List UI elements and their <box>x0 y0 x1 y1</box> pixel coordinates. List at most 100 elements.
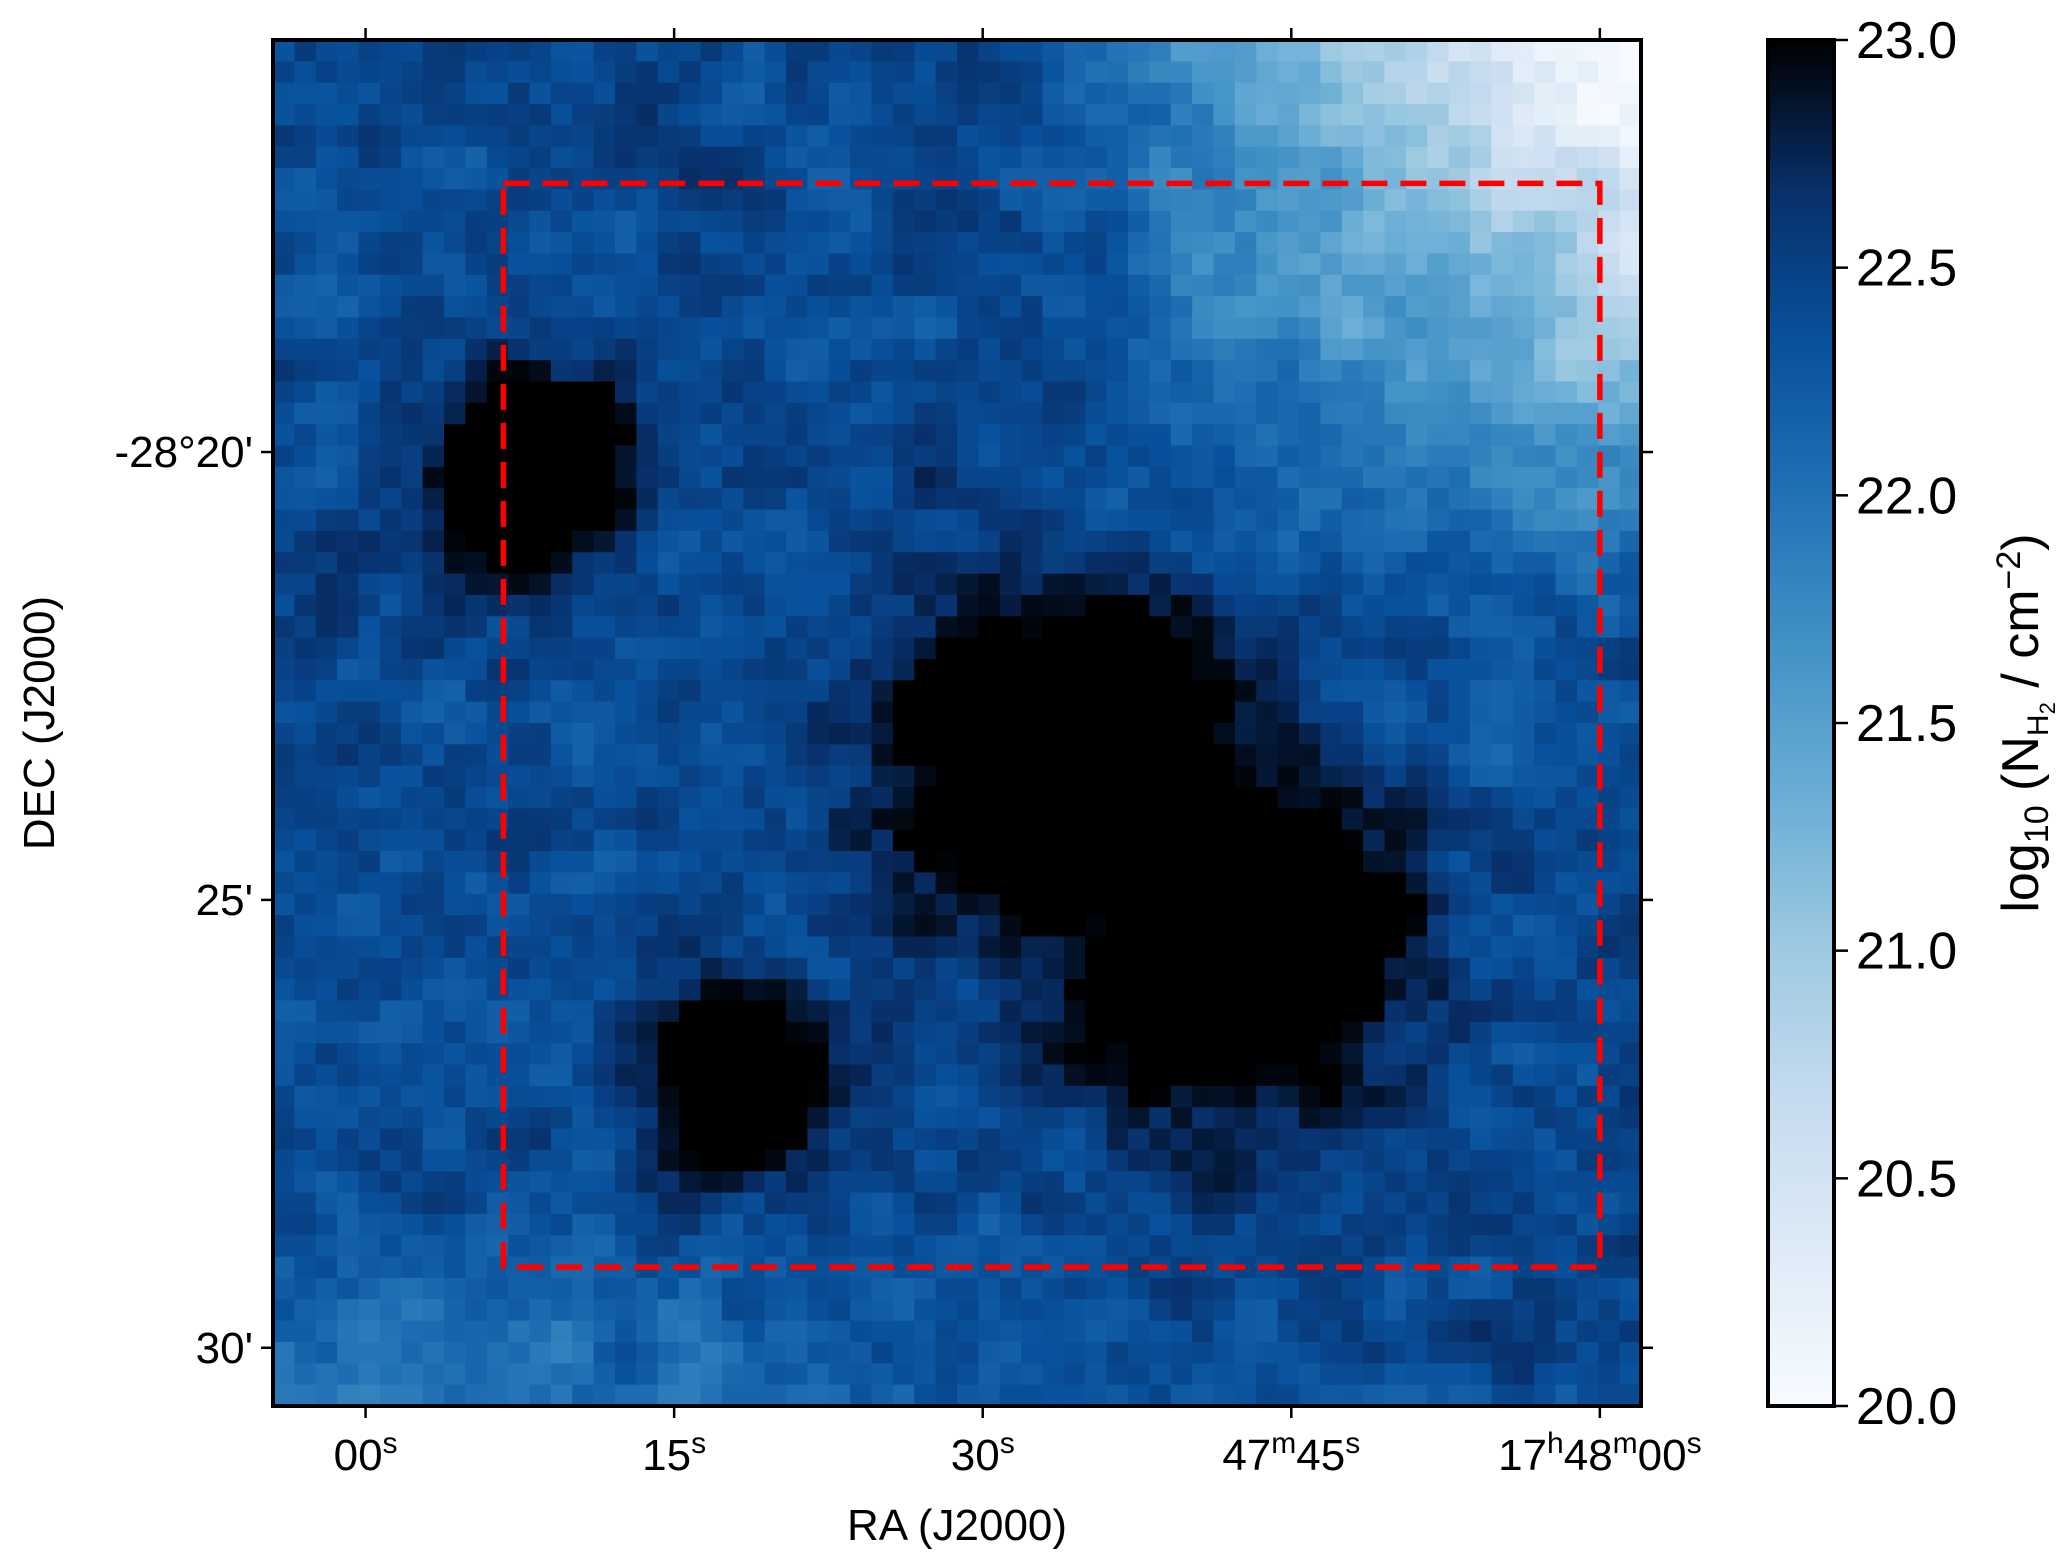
heatmap-cell <box>1063 1384 1086 1406</box>
heatmap-cell <box>1063 445 1086 468</box>
heatmap-cell <box>1256 1085 1279 1108</box>
heatmap-cell <box>1277 146 1300 169</box>
heatmap-cell <box>1299 488 1321 511</box>
heatmap-cell <box>1277 637 1300 660</box>
heatmap-cell <box>273 1384 295 1406</box>
heatmap-cell <box>1277 851 1300 873</box>
heatmap-cell <box>828 1341 851 1364</box>
heatmap-cell <box>422 957 445 980</box>
heatmap-cell <box>550 189 573 212</box>
heatmap-cell <box>294 1064 317 1087</box>
heatmap-cell <box>743 488 766 511</box>
heatmap-cell <box>1277 274 1300 297</box>
heatmap-cell <box>1320 168 1343 190</box>
heatmap-cell <box>1363 104 1386 126</box>
heatmap-cell <box>1512 744 1535 767</box>
heatmap-cell <box>978 573 1001 596</box>
heatmap-cell <box>657 1021 680 1044</box>
heatmap-cell <box>1555 61 1578 84</box>
heatmap-cell <box>401 787 424 809</box>
heatmap-cell <box>1299 466 1321 489</box>
heatmap-cell <box>1491 104 1514 126</box>
heatmap-cell <box>807 253 830 276</box>
heatmap-cell <box>871 530 894 553</box>
heatmap-cell <box>1427 573 1450 596</box>
heatmap-cell <box>978 402 1001 425</box>
heatmap-cell <box>721 1171 744 1194</box>
heatmap-cell <box>1619 1384 1641 1406</box>
heatmap-cell <box>1256 872 1279 895</box>
heatmap-cell <box>850 317 873 340</box>
heatmap-cell <box>892 701 915 724</box>
heatmap-cell <box>337 1363 360 1386</box>
heatmap-cell <box>593 1277 616 1300</box>
heatmap-cell <box>1170 232 1193 255</box>
heatmap-cell <box>1213 317 1236 340</box>
heatmap-cell <box>892 1363 915 1386</box>
heatmap-cell <box>379 125 402 148</box>
heatmap-cell <box>1384 210 1407 233</box>
heatmap-cell <box>999 189 1022 212</box>
heatmap-cell <box>978 1171 1001 1194</box>
heatmap-cell <box>1042 1213 1065 1236</box>
heatmap-cell <box>679 104 702 126</box>
heatmap-cell <box>294 1000 317 1023</box>
heatmap-cell <box>1384 637 1407 660</box>
heatmap-cell <box>337 317 360 340</box>
heatmap-cell <box>1427 787 1450 809</box>
heatmap-cell <box>273 851 295 873</box>
heatmap-cell <box>401 680 424 703</box>
heatmap-cell <box>1555 1256 1578 1279</box>
heatmap-cell <box>721 552 744 575</box>
heatmap-cell <box>978 680 1001 703</box>
heatmap-cell <box>294 915 317 938</box>
heatmap-cell <box>1363 210 1386 233</box>
region-box <box>500 180 1603 1270</box>
heatmap-cell <box>1555 1363 1578 1386</box>
heatmap-cell <box>1491 530 1514 553</box>
heatmap-cell <box>892 40 915 62</box>
heatmap-cell <box>1192 1213 1215 1236</box>
heatmap-cell <box>679 1149 702 1172</box>
heatmap-cell <box>1063 616 1086 639</box>
heatmap-cell <box>657 1128 680 1151</box>
heatmap-cell <box>721 253 744 276</box>
heatmap-cell <box>1192 1043 1215 1066</box>
x-tick-label: 17h48m00s <box>1498 1427 1702 1480</box>
heatmap-cell <box>1277 893 1300 916</box>
heatmap-cell <box>273 680 295 703</box>
heatmap-cell <box>700 872 723 895</box>
heatmap-cell <box>764 1085 787 1108</box>
heatmap-cell <box>1256 616 1279 639</box>
heatmap-cell <box>743 1363 766 1386</box>
heatmap-cell <box>1576 488 1599 511</box>
heatmap-cell <box>422 445 445 468</box>
heatmap-cell <box>315 232 338 255</box>
heatmap-cell <box>1021 1277 1044 1300</box>
heatmap-cell <box>1063 466 1086 489</box>
heatmap-cell <box>273 957 295 980</box>
heatmap-cell <box>593 1043 616 1066</box>
heatmap-cell <box>401 146 424 169</box>
heatmap-cell <box>1470 530 1492 553</box>
heatmap-cell <box>1213 808 1236 831</box>
heatmap-cell <box>721 573 744 596</box>
heatmap-cell <box>1555 1213 1578 1236</box>
heatmap-cell <box>593 338 616 361</box>
heatmap-cell <box>1299 808 1321 831</box>
y-tick-label: 30' <box>196 1324 253 1373</box>
heatmap-cell <box>550 915 573 938</box>
heatmap-cell <box>315 104 338 126</box>
heatmap-cell <box>1363 488 1386 511</box>
heatmap-cell <box>892 381 915 404</box>
heatmap-cell <box>721 1000 744 1023</box>
heatmap-cell <box>1405 1363 1428 1386</box>
heatmap-cell <box>1427 616 1450 639</box>
heatmap-cell <box>892 787 915 809</box>
heatmap-cell <box>1085 488 1108 511</box>
heatmap-cell <box>401 1341 424 1364</box>
heatmap-cell <box>1085 360 1108 383</box>
heatmap-cell <box>999 1320 1022 1343</box>
heatmap-cell <box>1234 1000 1257 1023</box>
